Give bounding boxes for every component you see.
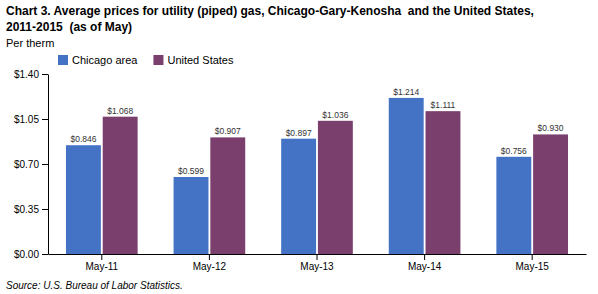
x-tick-mark	[101, 254, 102, 260]
bar	[174, 177, 209, 254]
y-tick: $0.35	[14, 204, 48, 215]
chart-root: Chart 3. Average prices for utility (pip…	[0, 0, 598, 294]
x-tick: May-13	[300, 254, 334, 272]
x-tick: May-12	[193, 254, 227, 272]
data-label: $0.897	[286, 128, 312, 138]
legend: Chicago area United States	[58, 54, 234, 66]
legend-item: United States	[153, 54, 234, 66]
bar	[389, 98, 424, 254]
title: Chart 3. Average prices for utility (pip…	[6, 4, 534, 18]
bar	[281, 139, 316, 254]
x-tick-mark	[317, 254, 318, 260]
y-tick: $1.40	[14, 69, 48, 80]
legend-label: Chicago area	[72, 54, 138, 66]
bar	[103, 117, 138, 254]
bar	[426, 111, 461, 254]
y-tick-label: $1.40	[14, 69, 39, 80]
data-label: $0.930	[538, 123, 564, 133]
x-tick-mark	[424, 254, 425, 260]
x-tick-label: May-15	[516, 261, 550, 272]
x-tick-mark	[532, 254, 533, 260]
y-axis: $0.00 $0.35 $0.70 $1.05 $1.40	[14, 69, 49, 260]
bar	[318, 121, 353, 254]
x-tick: May-11	[85, 254, 118, 272]
bars	[66, 98, 568, 254]
y-axis-label: Per therm	[6, 37, 54, 49]
y-tick-label: $0.00	[14, 249, 39, 260]
legend-swatch	[58, 55, 68, 65]
bar	[533, 134, 568, 254]
data-label: $0.846	[70, 134, 96, 144]
annotation: Source: U.S. Bureau of Labor Statistics.	[6, 280, 183, 291]
data-label: $1.111	[431, 100, 456, 110]
legend-label: United States	[167, 54, 234, 66]
legend-swatch	[153, 55, 163, 65]
bar	[66, 145, 101, 254]
x-tick-label: May-14	[408, 261, 442, 272]
x-tick: May-15	[516, 254, 550, 272]
data-label: $0.756	[501, 146, 527, 156]
y-tick-mark	[42, 254, 48, 255]
y-tick-mark	[42, 164, 48, 165]
y-tick: $1.05	[14, 114, 48, 125]
legend-item: Chicago area	[58, 54, 138, 66]
x-tick: May-14	[408, 254, 442, 272]
bar	[496, 157, 531, 254]
bar	[210, 137, 245, 254]
axis-line	[48, 75, 49, 255]
y-tick-mark	[42, 74, 48, 75]
data-label: $1.036	[322, 110, 348, 120]
subtitle: 2011-2015 (as of May)	[6, 20, 132, 34]
data-label: $1.068	[107, 106, 133, 116]
y-tick: $0.00	[14, 249, 48, 260]
x-tick-label: May-11	[85, 261, 118, 272]
x-tick-mark	[209, 254, 210, 260]
x-tick-label: May-12	[193, 261, 227, 272]
x-axis: May-11 May-12 May-13 May-14 May-15	[49, 254, 587, 272]
y-tick-label: $0.35	[14, 204, 39, 215]
data-labels: $0.846 $0.599 $0.897 $1.214 $0.756 $1.068 $0.9…	[70, 87, 563, 176]
data-label: $0.599	[178, 166, 204, 176]
y-tick: $0.70	[14, 159, 48, 170]
y-tick-mark	[42, 119, 48, 120]
y-tick-mark	[42, 209, 48, 210]
data-label: $1.214	[393, 87, 419, 97]
data-label: $0.907	[215, 126, 241, 136]
y-tick-label: $1.05	[14, 114, 39, 125]
x-tick-label: May-13	[300, 261, 334, 272]
y-tick-label: $0.70	[14, 159, 39, 170]
